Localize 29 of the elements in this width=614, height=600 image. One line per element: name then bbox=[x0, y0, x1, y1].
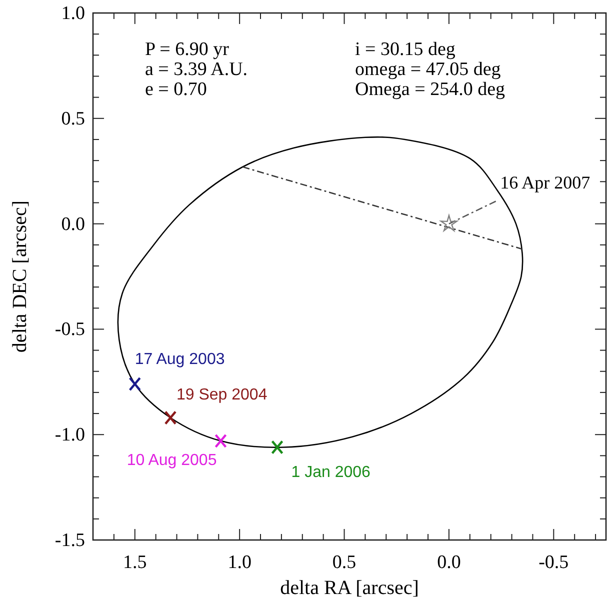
series-label: 10 Aug 2005 bbox=[126, 452, 217, 469]
point bbox=[164, 410, 177, 425]
annotation: P = 6.90 yr bbox=[145, 39, 230, 60]
point bbox=[271, 440, 284, 454]
point bbox=[128, 376, 141, 392]
y-tick-label: -1.0 bbox=[54, 424, 85, 446]
y-tick-label: -1.5 bbox=[54, 530, 85, 551]
x-tick-label: 0.0 bbox=[437, 552, 461, 573]
annotation: omega = 47.05 deg bbox=[355, 59, 502, 80]
annotation: e = 0.70 bbox=[145, 79, 207, 100]
x-tick-label: 1.0 bbox=[228, 552, 252, 573]
annotation: a = 3.39 A.U. bbox=[145, 59, 248, 80]
annotation: Omega = 254.0 deg bbox=[355, 79, 506, 100]
y-tick-label: 0.0 bbox=[61, 214, 85, 235]
series-label: 19 Sep 2004 bbox=[176, 386, 268, 404]
point bbox=[440, 214, 458, 232]
y-tick-label: -0.5 bbox=[54, 319, 85, 340]
y-tick-label: 1.0 bbox=[61, 3, 85, 24]
annotation: i = 30.15 deg bbox=[355, 39, 456, 60]
y-axis-title: delta DEC [arcsec] bbox=[9, 200, 31, 353]
series-label: 17 Aug 2003 bbox=[134, 351, 225, 368]
x-tick-label: 1.5 bbox=[123, 552, 147, 573]
x-tick-label: 0.5 bbox=[332, 552, 356, 573]
x-tick-label: -0.5 bbox=[538, 552, 569, 573]
point bbox=[214, 434, 227, 448]
annotation: 16 Apr 2007 bbox=[500, 172, 590, 193]
y-tick-label: 0.5 bbox=[61, 108, 85, 130]
series-label: 1 Jan 2006 bbox=[291, 464, 371, 482]
x-axis-title: delta RA [arcsec] bbox=[280, 577, 419, 599]
